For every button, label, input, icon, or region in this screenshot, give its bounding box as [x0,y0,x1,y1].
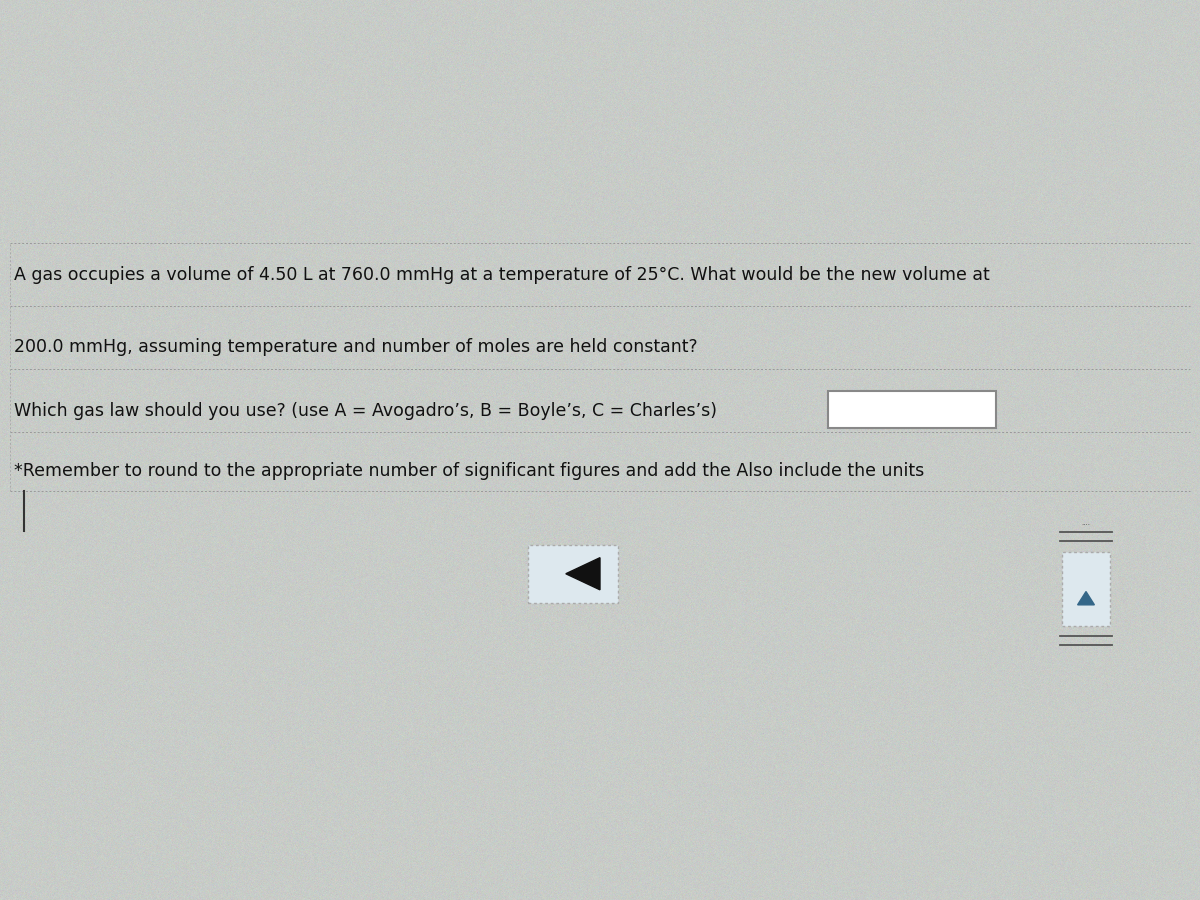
FancyBboxPatch shape [1062,552,1110,626]
FancyBboxPatch shape [528,544,618,603]
Polygon shape [566,558,600,590]
Text: *Remember to round to the appropriate number of significant figures and add the : *Remember to round to the appropriate nu… [14,462,925,480]
Polygon shape [1078,591,1094,605]
Text: ....: .... [1081,520,1091,526]
Text: A gas occupies a volume of 4.50 L at 760.0 mmHg at a temperature of 25°C. What w: A gas occupies a volume of 4.50 L at 760… [14,266,990,284]
Text: Which gas law should you use? (use A = Avogadro’s, B = Boyle’s, C = Charles’s): Which gas law should you use? (use A = A… [14,402,718,420]
FancyBboxPatch shape [828,392,996,428]
Text: 200.0 mmHg, assuming temperature and number of moles are held constant?: 200.0 mmHg, assuming temperature and num… [14,338,698,356]
